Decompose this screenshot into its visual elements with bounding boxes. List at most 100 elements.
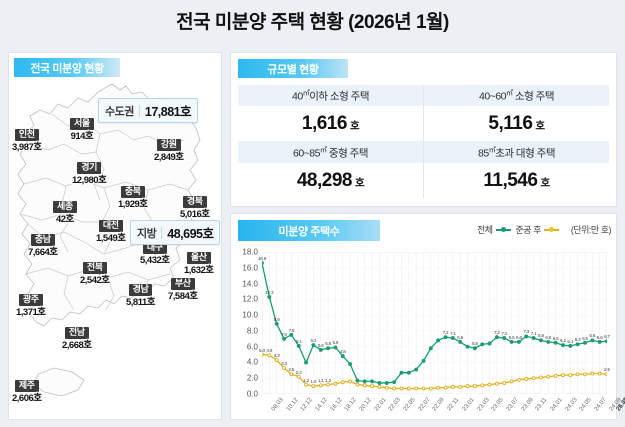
data-point-label: 1.2 [303, 377, 309, 383]
data-point-label: 6.2 [560, 338, 566, 344]
region-gyeongbuk: 경북 5,016호 [180, 192, 210, 220]
data-point [605, 372, 607, 377]
region-label-value: 1,632호 [184, 264, 214, 276]
data-point-label: 7.2 [493, 330, 500, 336]
data-point [333, 381, 338, 386]
data-point [392, 380, 397, 385]
region-jeonnam: 전남 2,668호 [62, 323, 92, 351]
data-point [355, 378, 360, 383]
data-point [575, 342, 580, 347]
korea-map: 서울 914호 인천 3,987호 강원 2,849호 경기 12,980호 충… [8, 78, 222, 420]
legend-label: 전체 [476, 225, 493, 235]
region-label-value: 12,980호 [72, 174, 107, 186]
region-label-value: 2,668호 [62, 339, 92, 351]
table-section-badge: 규모별 현황 [238, 59, 348, 78]
data-point-label: 4.9 [266, 348, 273, 354]
data-point-label: 5.8 [325, 341, 331, 347]
data-point [296, 343, 301, 348]
y-axis-tick-label: 0.0 [246, 389, 258, 399]
data-point [436, 338, 441, 343]
table-header-cell: 85㎡초과 대형 주택 [423, 141, 609, 163]
header-unit: ㎡ [320, 146, 327, 154]
header-unit: ㎡ [488, 146, 496, 154]
region-gangwon: 강원 2,849호 [154, 135, 184, 163]
data-point [399, 370, 404, 375]
data-point-label: 7.1 [501, 330, 508, 336]
data-point [458, 339, 463, 344]
data-point [502, 336, 507, 340]
data-point [546, 374, 551, 379]
chart-canvas [262, 252, 607, 394]
data-point-label: 7.5 [288, 327, 295, 333]
region-label-name: 전남 [64, 327, 89, 340]
data-point [436, 385, 441, 390]
data-point [465, 384, 470, 389]
table-value-unit: 호 [349, 119, 360, 132]
data-point [597, 371, 602, 376]
data-point [531, 376, 536, 381]
region-label-name: 경북 [182, 196, 207, 209]
data-point [262, 261, 264, 265]
data-point-label: 5.6 [317, 342, 324, 348]
data-point [568, 373, 573, 378]
region-busan: 부산 7,584호 [168, 274, 198, 302]
data-point [590, 338, 595, 343]
data-point [377, 384, 382, 389]
region-label-name: 강원 [156, 139, 181, 152]
data-point [561, 343, 565, 348]
chart-section-badge: 미분양 주택수 [238, 220, 380, 241]
chart-unit-note: (단위:만 호) [570, 225, 612, 235]
data-point [318, 347, 323, 352]
table-value: 5,116 [488, 112, 533, 134]
data-point [487, 382, 492, 387]
region-daegu: 대구 5,432호 [140, 238, 170, 266]
y-axis-tick-label: 18.0 [242, 247, 258, 257]
data-point-label: 6.2 [310, 338, 317, 344]
data-point [333, 345, 338, 350]
data-point-label: 4.3 [273, 353, 280, 359]
y-axis-tick-label: 8.0 [246, 326, 258, 336]
region-label-name: 경남 [128, 284, 153, 297]
data-point [421, 386, 426, 391]
y-axis-tick-label: 16.0 [242, 263, 258, 273]
data-point [289, 372, 294, 377]
data-point [553, 373, 558, 378]
data-point [509, 339, 514, 344]
data-point [597, 339, 602, 344]
data-point-label: 5.8 [471, 341, 478, 347]
y-axis-tick-label: 2.0 [246, 373, 258, 383]
data-point-label: 6.1 [567, 338, 574, 344]
data-point [494, 381, 499, 386]
header-range: 40 [292, 90, 303, 103]
region-gyeonggi: 경기 12,980호 [72, 158, 107, 186]
callout-label: 수도권 [105, 105, 134, 118]
data-point [538, 338, 543, 343]
unsold-housing-line-chart: 0.0 2.0 4.0 6.0 8.0 10.0 12.0 14.0 16.0 18.0 08.03… [242, 248, 625, 413]
data-point [348, 362, 353, 366]
data-point [465, 344, 470, 349]
region-seoul: 서울 914호 [70, 114, 94, 142]
data-point [377, 381, 382, 385]
data-point [561, 373, 565, 378]
region-label-value: 7,664호 [28, 246, 58, 258]
data-point-label: 1.0 [310, 379, 317, 385]
table-header-cell: 40~60㎡ 소형 주택 [423, 85, 609, 106]
region-label-name: 제주 [14, 380, 39, 393]
data-point-label: 3.3 [281, 360, 287, 366]
data-point-label: 5.0 [259, 347, 265, 353]
data-point-label: 6.6 [508, 334, 515, 340]
data-point [304, 382, 308, 387]
region-label-name: 울산 [186, 252, 211, 265]
data-point-label: 1.1 [317, 378, 324, 384]
header-desc: 중형 주택 [326, 147, 369, 160]
data-point [318, 383, 323, 388]
data-point [480, 383, 485, 388]
data-point [406, 370, 411, 375]
table-value-unit: 호 [354, 176, 365, 189]
data-point [472, 346, 477, 351]
table-value-row: 1,616 호 5,116 호 [238, 106, 609, 142]
data-point [421, 358, 426, 363]
data-point [553, 340, 558, 345]
data-point-label: 6.6 [457, 334, 464, 340]
